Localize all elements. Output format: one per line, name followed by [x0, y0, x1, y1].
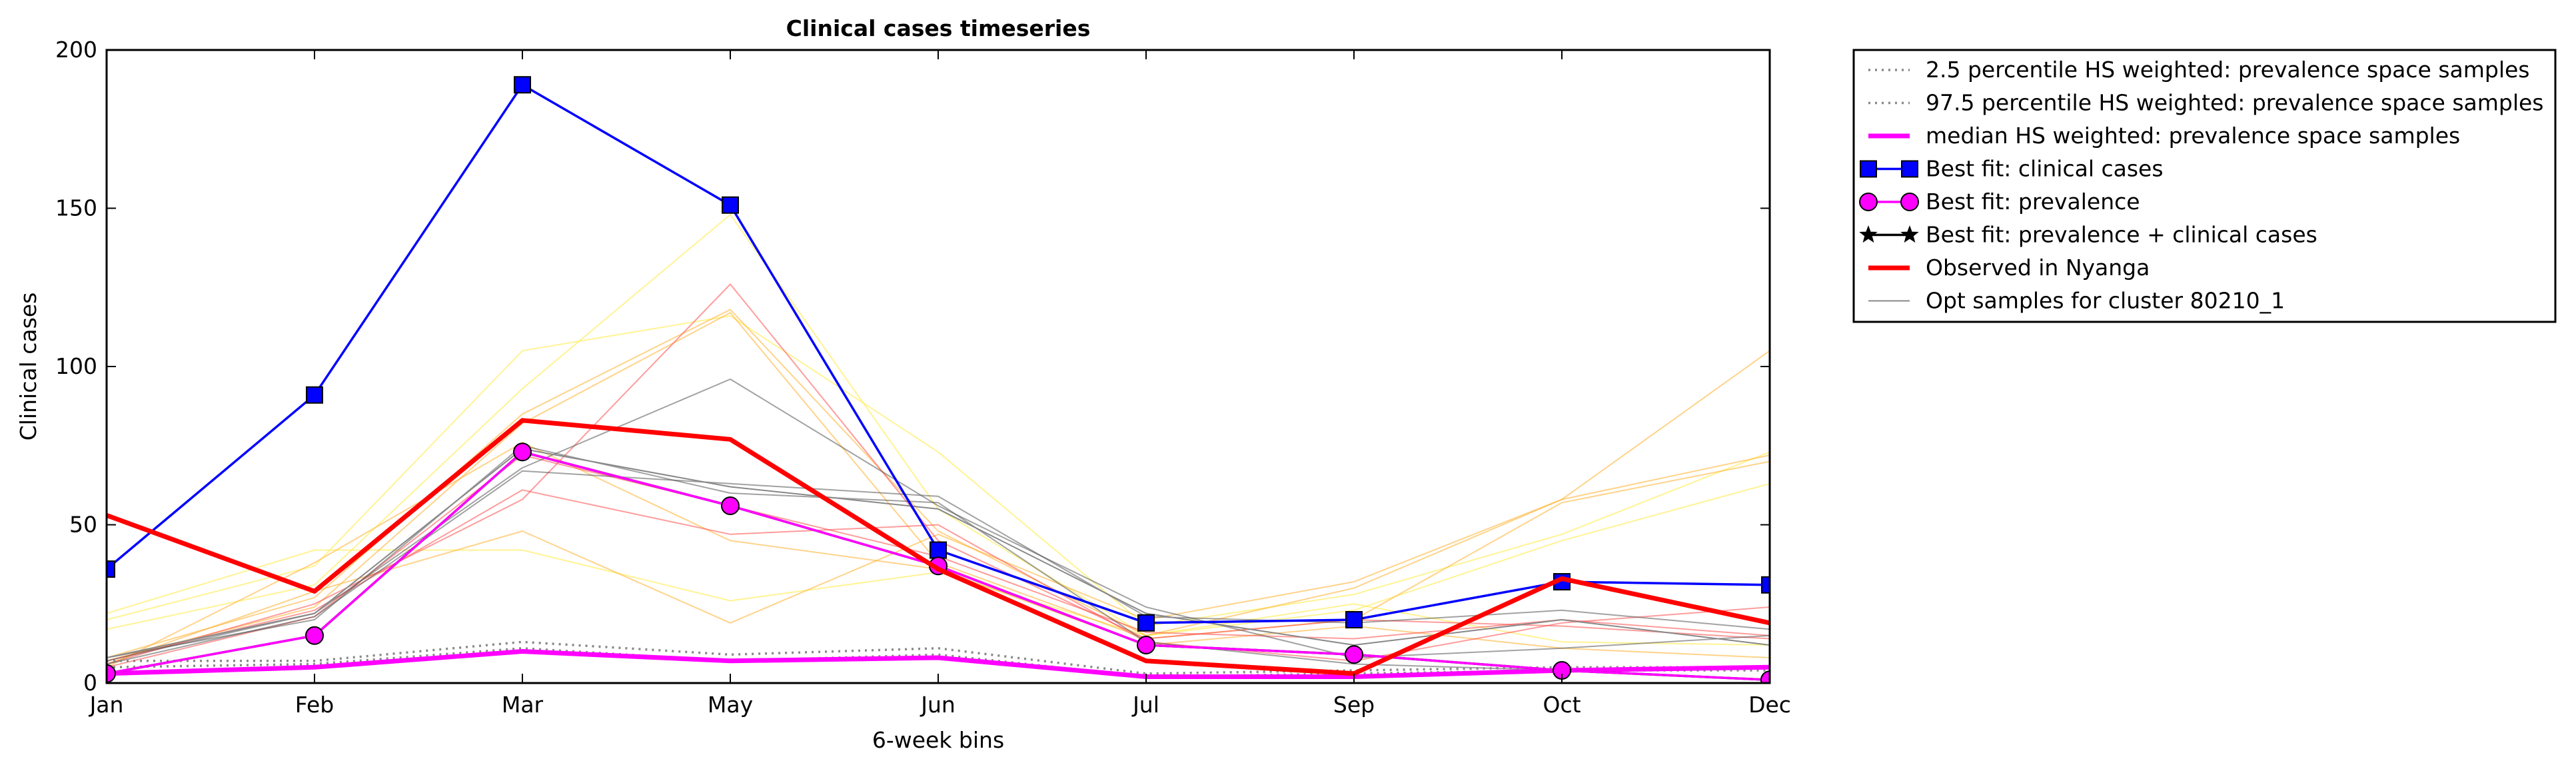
legend-frame — [1852, 49, 2557, 323]
y-axis-label: Clinical cases — [15, 293, 41, 441]
legend-swatch-marker — [1859, 193, 1878, 211]
legend-item-5: Best fit: prevalence — [1859, 189, 2140, 215]
legend-item-3: median HS weighted: prevalence space sam… — [1868, 123, 2460, 149]
legend-item-4: Best fit: clinical cases — [1860, 156, 2164, 182]
series-5-point-7 — [1345, 645, 1363, 664]
sample-line-13 — [107, 444, 1770, 681]
legend-swatch-marker — [1900, 225, 1919, 243]
plot-layer — [107, 76, 1770, 683]
legend-item-8: Opt samples for cluster 80210_1 — [1868, 288, 2285, 314]
series-5-point-6 — [1137, 636, 1155, 654]
legend-item-1: 2.5 percentile HS weighted: prevalence s… — [1868, 57, 2530, 83]
x-tick-label: Jun — [920, 692, 956, 718]
x-tick-label: Sep — [1333, 692, 1375, 718]
legend-label: Best fit: prevalence + clinical cases — [1926, 222, 2317, 248]
series-4-point-5 — [930, 541, 947, 559]
x-tick-label: Mar — [502, 692, 544, 718]
y-tick-label: 100 — [55, 353, 97, 379]
legend-label: 2.5 percentile HS weighted: prevalence s… — [1926, 57, 2530, 83]
series-5-point-4 — [721, 496, 740, 515]
sample-line-8 — [107, 283, 1770, 665]
axis-layer: Jan Feb Mar May Jun Jul Sep Oct Dec 0 50 100 150 200 — [55, 37, 1791, 718]
sample-line-5 — [107, 454, 1770, 665]
legend-swatch-marker — [1900, 193, 1919, 211]
legend-swatch-marker — [1859, 225, 1878, 243]
series-line-8 — [107, 448, 1770, 658]
sample-line-1 — [107, 315, 1770, 627]
x-tick-label: Oct — [1543, 692, 1581, 718]
series-5-point-1 — [107, 664, 116, 683]
legend-label: 97.5 percentile HS weighted: prevalence … — [1926, 90, 2544, 116]
x-tick-label: May — [708, 692, 753, 718]
series-4-point-3 — [514, 76, 531, 94]
sample-line-9 — [107, 489, 1770, 662]
series-5-point-3 — [513, 442, 532, 462]
y-tick-label: 50 — [69, 512, 97, 538]
legend-label: Best fit: prevalence — [1926, 189, 2140, 215]
series-line-7 — [107, 418, 1770, 676]
legend-label: Best fit: clinical cases — [1926, 156, 2164, 182]
legend-label: median HS weighted: prevalence space sam… — [1926, 123, 2460, 149]
x-tick-label: Jul — [1131, 692, 1159, 718]
series-line-3 — [107, 649, 1770, 679]
legend-swatch-marker — [1901, 160, 1918, 178]
series-4-point-2 — [306, 386, 323, 404]
legend-label: Opt samples for cluster 80210_1 — [1926, 288, 2285, 314]
series-4-point-7 — [1345, 611, 1363, 628]
series-5-point-9 — [1760, 670, 1770, 683]
y-tick-label: 200 — [55, 37, 97, 63]
x-axis-label: 6-week bins — [872, 727, 1004, 753]
series-line-2 — [107, 640, 1770, 675]
legend-item-7: Observed in Nyanga — [1868, 255, 2150, 281]
sample-line-12 — [107, 470, 1770, 665]
legend: 2.5 percentile HS weighted: prevalence s… — [1852, 49, 2557, 323]
legend-item-2: 97.5 percentile HS weighted: prevalence … — [1868, 90, 2544, 116]
y-tick-label: 150 — [55, 195, 97, 221]
x-tick-label: Feb — [295, 692, 334, 718]
y-tick-label: 0 — [83, 670, 97, 696]
series-4-point-1 — [107, 560, 115, 578]
chart-title: Clinical cases timeseries — [786, 15, 1091, 41]
legend-items: 2.5 percentile HS weighted: prevalence s… — [1859, 57, 2544, 314]
sample-line-11 — [107, 379, 1770, 662]
x-tick-label: Dec — [1748, 692, 1791, 718]
series-4-point-4 — [722, 196, 739, 214]
series-4-point-6 — [1137, 614, 1155, 632]
legend-swatch-marker — [1860, 160, 1877, 178]
series-5-point-2 — [305, 626, 324, 645]
legend-label: Observed in Nyanga — [1926, 255, 2150, 281]
legend-item-6: Best fit: prevalence + clinical cases — [1859, 222, 2317, 248]
series-4-point-9 — [1761, 576, 1770, 594]
x-tick-label: Jan — [89, 692, 124, 718]
